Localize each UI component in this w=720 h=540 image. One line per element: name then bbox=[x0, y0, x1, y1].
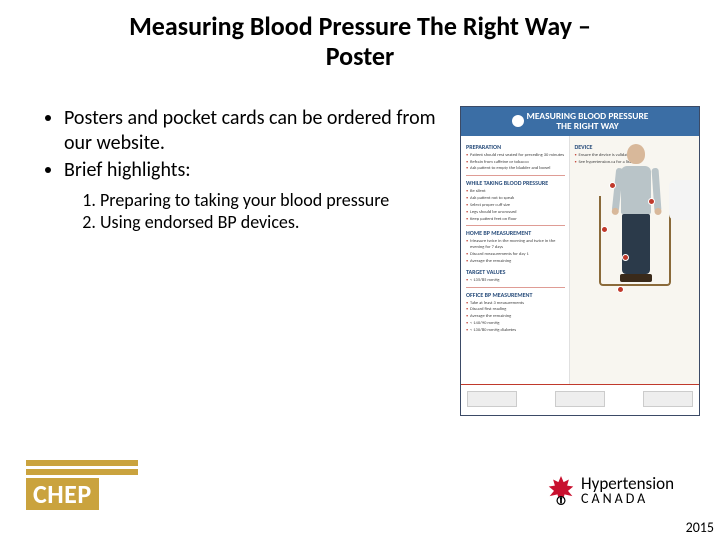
content-row: Posters and pocket cards can be ordered … bbox=[0, 72, 720, 416]
numbered-item: Preparing to taking your blood pressure bbox=[100, 189, 444, 212]
hc-line1: Hypertension bbox=[581, 475, 674, 492]
poster-section-title: TARGET VALUES bbox=[466, 268, 565, 276]
hc-line2: CANADA bbox=[581, 492, 674, 506]
poster-text-line: Ask patient not to speak bbox=[466, 196, 565, 202]
maple-leaf-icon bbox=[547, 474, 575, 506]
poster-text-line: Discard first reading bbox=[466, 307, 565, 313]
poster-footer-logo bbox=[555, 391, 605, 407]
poster-section-title: OFFICE BP MEASUREMENT bbox=[466, 291, 565, 299]
poster-text-line: Refrain from caffeine or tobacco bbox=[466, 160, 565, 166]
poster-person-figure bbox=[606, 144, 666, 284]
poster-text-line: Average the remaining bbox=[466, 314, 565, 320]
bullet-item: Brief highlights: bbox=[64, 158, 444, 183]
poster-text-line: Select proper cuff size bbox=[466, 203, 565, 209]
poster-right-column: DEVICE Ensure the device is validated Se… bbox=[570, 136, 699, 384]
poster-text-line: Discard measurements for day 1 bbox=[466, 252, 565, 258]
poster-text-line: < 130/80 mmHg diabetes bbox=[466, 328, 565, 334]
chep-logo-text: CHEP bbox=[26, 478, 99, 510]
hypertension-canada-text: Hypertension CANADA bbox=[581, 475, 674, 506]
poster-text-line: Keep patient feet on floor bbox=[466, 217, 565, 223]
poster-text-line: Legs should be uncrossed bbox=[466, 210, 565, 216]
title-line-1: Measuring Blood Pressure The Right Way – bbox=[129, 10, 591, 42]
callout-dot bbox=[622, 254, 629, 261]
poster-text-line: Patient should rest seated for preceding… bbox=[466, 153, 565, 159]
chep-logo-bar bbox=[26, 460, 138, 466]
poster-text-line: Ask patient to empty the bladder and bow… bbox=[466, 166, 565, 172]
poster-doctor-arm bbox=[669, 180, 699, 220]
poster-text-line: Measure twice in the morning and twice i… bbox=[466, 239, 565, 251]
slide-title: Measuring Blood Pressure The Right Way –… bbox=[0, 0, 720, 72]
poster-section-title: PREPARATION bbox=[466, 143, 565, 151]
chep-logo: CHEP bbox=[26, 460, 138, 510]
poster-text-line: Take at least 3 measurements bbox=[466, 301, 565, 307]
callout-dot bbox=[617, 286, 624, 293]
poster-text-line: Average the remaining bbox=[466, 259, 565, 265]
poster-text-line: < 135/85 mmHg bbox=[466, 278, 565, 284]
poster-header: MEASURING BLOOD PRESSURE THE RIGHT WAY bbox=[461, 107, 699, 136]
poster-text-line: Be silent bbox=[466, 189, 565, 195]
poster-thumbnail: MEASURING BLOOD PRESSURE THE RIGHT WAY P… bbox=[460, 106, 700, 416]
year-label: 2015 bbox=[686, 519, 714, 536]
numbered-list: Preparing to taking your blood pressure … bbox=[40, 189, 444, 234]
bullet-list: Posters and pocket cards can be ordered … bbox=[40, 106, 444, 183]
poster-text-line: < 140/90 mmHg bbox=[466, 321, 565, 327]
bullet-item: Posters and pocket cards can be ordered … bbox=[64, 106, 444, 156]
poster-section-title: WHILE TAKING BLOOD PRESSURE bbox=[466, 179, 565, 187]
poster-section-title: HOME BP MEASUREMENT bbox=[466, 229, 565, 237]
poster-footer-logo bbox=[643, 391, 693, 407]
callout-dot bbox=[648, 198, 655, 205]
callout-dot bbox=[609, 182, 616, 189]
title-line-2: Poster bbox=[326, 40, 395, 72]
hypertension-canada-logo: Hypertension CANADA bbox=[547, 474, 674, 506]
poster-body: PREPARATION Patient should rest seated f… bbox=[461, 136, 699, 384]
text-column: Posters and pocket cards can be ordered … bbox=[40, 106, 460, 416]
poster-left-column: PREPARATION Patient should rest seated f… bbox=[461, 136, 570, 384]
poster-header-line2: THE RIGHT WAY bbox=[527, 121, 649, 131]
chep-logo-bar bbox=[26, 469, 138, 475]
poster-header-icon bbox=[512, 115, 524, 127]
poster-footer bbox=[461, 384, 699, 414]
numbered-item: Using endorsed BP devices. bbox=[100, 211, 444, 234]
poster-footer-logo bbox=[467, 391, 517, 407]
callout-dot bbox=[601, 226, 608, 233]
